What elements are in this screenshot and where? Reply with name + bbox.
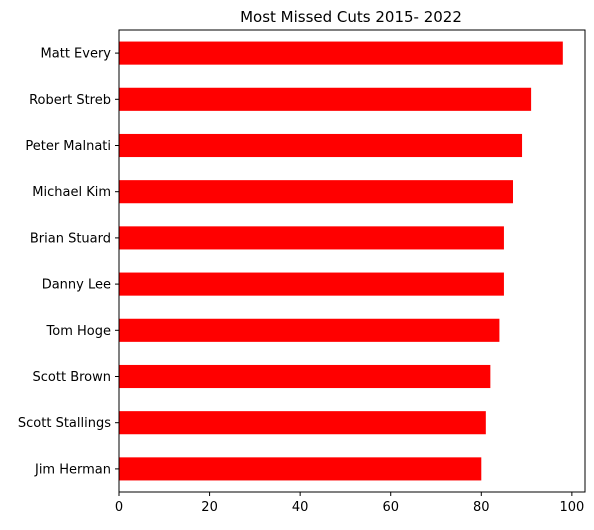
x-tick-label: 40	[292, 500, 309, 515]
axes-layer: Jim Herman Scott Stallings Scott Brown Tom …	[18, 29, 586, 515]
y-tick-label: Robert Streb	[29, 93, 111, 108]
bar-jim-herman	[119, 457, 482, 481]
y-tick-label: Peter Malnati	[25, 139, 111, 154]
bar-matt-every	[119, 41, 563, 65]
x-tick-label: 20	[201, 500, 218, 515]
bar-michael-kim	[119, 180, 513, 204]
x-tick-label: 80	[473, 500, 490, 515]
bars-layer	[119, 41, 563, 481]
x-tick-label: 60	[382, 500, 399, 515]
x-tick-label: 100	[559, 500, 584, 515]
chart-title: Most Missed Cuts 2015- 2022	[240, 8, 462, 26]
y-tick-label: Scott Stallings	[18, 416, 111, 431]
plot-frame	[118, 29, 586, 493]
y-tick-label: Scott Brown	[33, 370, 111, 385]
bar-brian-stuard	[119, 226, 504, 250]
bar-danny-lee	[119, 272, 504, 296]
y-tick-label: Danny Lee	[42, 278, 111, 293]
bar-scott-stallings	[119, 411, 486, 435]
y-tick-label: Brian Stuard	[30, 231, 111, 246]
x-tick-label: 0	[115, 500, 123, 515]
y-tick-label: Jim Herman	[34, 462, 111, 477]
bar-peter-malnati	[119, 133, 523, 158]
bar-scott-brown	[119, 364, 491, 389]
bar-robert-streb	[119, 87, 532, 111]
y-tick-label: Tom Hoge	[46, 324, 111, 339]
y-tick-label: Michael Kim	[32, 185, 111, 200]
y-tick-label: Matt Every	[41, 47, 112, 62]
bar-tom-hoge	[119, 318, 500, 342]
